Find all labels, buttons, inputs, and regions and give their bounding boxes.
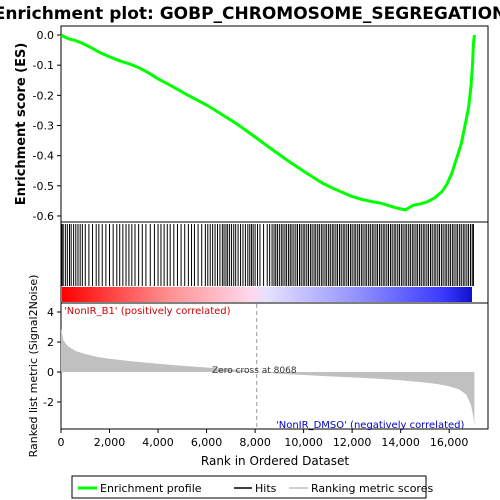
x-axis-label: Rank in Ordered Dataset: [201, 454, 349, 468]
enrichment-panel-frame: [60, 25, 489, 223]
es-y-axis-label: Enrichment score (ES): [14, 43, 29, 206]
x-tick-label: 14,000: [381, 436, 420, 449]
x-tick-label: 16,000: [430, 436, 469, 449]
x-tick-label: 4,000: [142, 436, 174, 449]
positive-class-label: 'NonIR_B1' (positively correlated): [64, 306, 231, 317]
x-tick-label: 2,000: [94, 436, 126, 449]
es-y-tick-label: -0.4: [33, 150, 54, 163]
legend-box: [71, 475, 427, 499]
metric-y-axis: 4 2 0 -2: [43, 306, 61, 409]
metric-y-tick-label: -2: [43, 396, 54, 409]
zero-cross-label: Zero cross at 8068: [212, 366, 297, 376]
rank-color-bar: [62, 287, 472, 302]
x-tick-label: 12,000: [333, 436, 372, 449]
es-y-tick-label: -0.3: [33, 120, 54, 133]
hits-rug: [61, 224, 474, 286]
es-y-tick-label: -0.2: [33, 89, 54, 102]
metric-y-tick-label: 2: [47, 336, 54, 349]
x-tick-label: 6,000: [191, 436, 223, 449]
es-y-tick-label: -0.1: [33, 59, 54, 72]
enrichment-profile-line: [60, 33, 476, 212]
es-y-tick-label: -0.5: [33, 180, 54, 193]
x-axis: 0 2,000 4,000 6,000 8,000 10,000 12,000 14,000 1…: [58, 429, 469, 449]
negative-class-label: 'NonIR_DMSO' (negatively correlated): [276, 420, 464, 431]
metric-y-axis-label: Ranked list metric (Signal2Noise): [27, 275, 40, 458]
legend-profile-label: Enrichment profile: [100, 482, 202, 495]
es-y-tick-label: 0.0: [37, 29, 55, 42]
legend-hits-label: Hits: [255, 482, 277, 495]
es-y-tick-label: -0.6: [33, 210, 54, 223]
metric-y-tick-label: 4: [47, 306, 54, 319]
x-tick-label: 0: [58, 436, 65, 449]
x-tick-label: 8,000: [239, 436, 271, 449]
x-tick-label: 10,000: [284, 436, 323, 449]
metric-y-tick-label: 0: [47, 366, 54, 379]
es-y-axis: 0.0 -0.1 -0.2 -0.3 -0.4 -0.5 -0.6: [33, 29, 61, 223]
chart-title: Enrichment plot: GOBP_CHROMOSOME_SEGREGA…: [0, 4, 500, 24]
ranking-metric-area: [61, 328, 475, 426]
legend-metric-label: Ranking metric scores: [311, 482, 433, 495]
